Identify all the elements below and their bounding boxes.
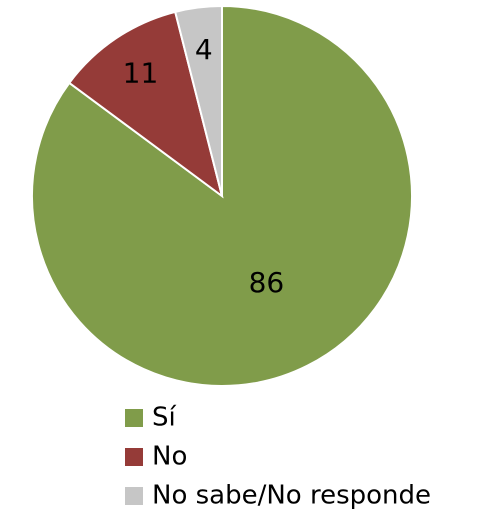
legend-label: No — [152, 442, 187, 472]
legend-swatch — [125, 487, 143, 505]
data-label: 4 — [195, 33, 213, 66]
legend-swatch — [125, 448, 143, 466]
pie-slice — [67, 10, 224, 199]
pie-slice — [173, 4, 223, 197]
data-label: 86 — [249, 266, 285, 299]
legend-label: No sabe/No responde — [152, 481, 431, 511]
legend: Sí No No sabe/No responde — [125, 403, 431, 511]
data-label: 11 — [123, 57, 159, 90]
legend-swatch — [125, 409, 143, 427]
legend-label: Sí — [152, 403, 177, 433]
data-labels: 86 11 4 — [123, 33, 285, 299]
pie — [31, 4, 413, 387]
